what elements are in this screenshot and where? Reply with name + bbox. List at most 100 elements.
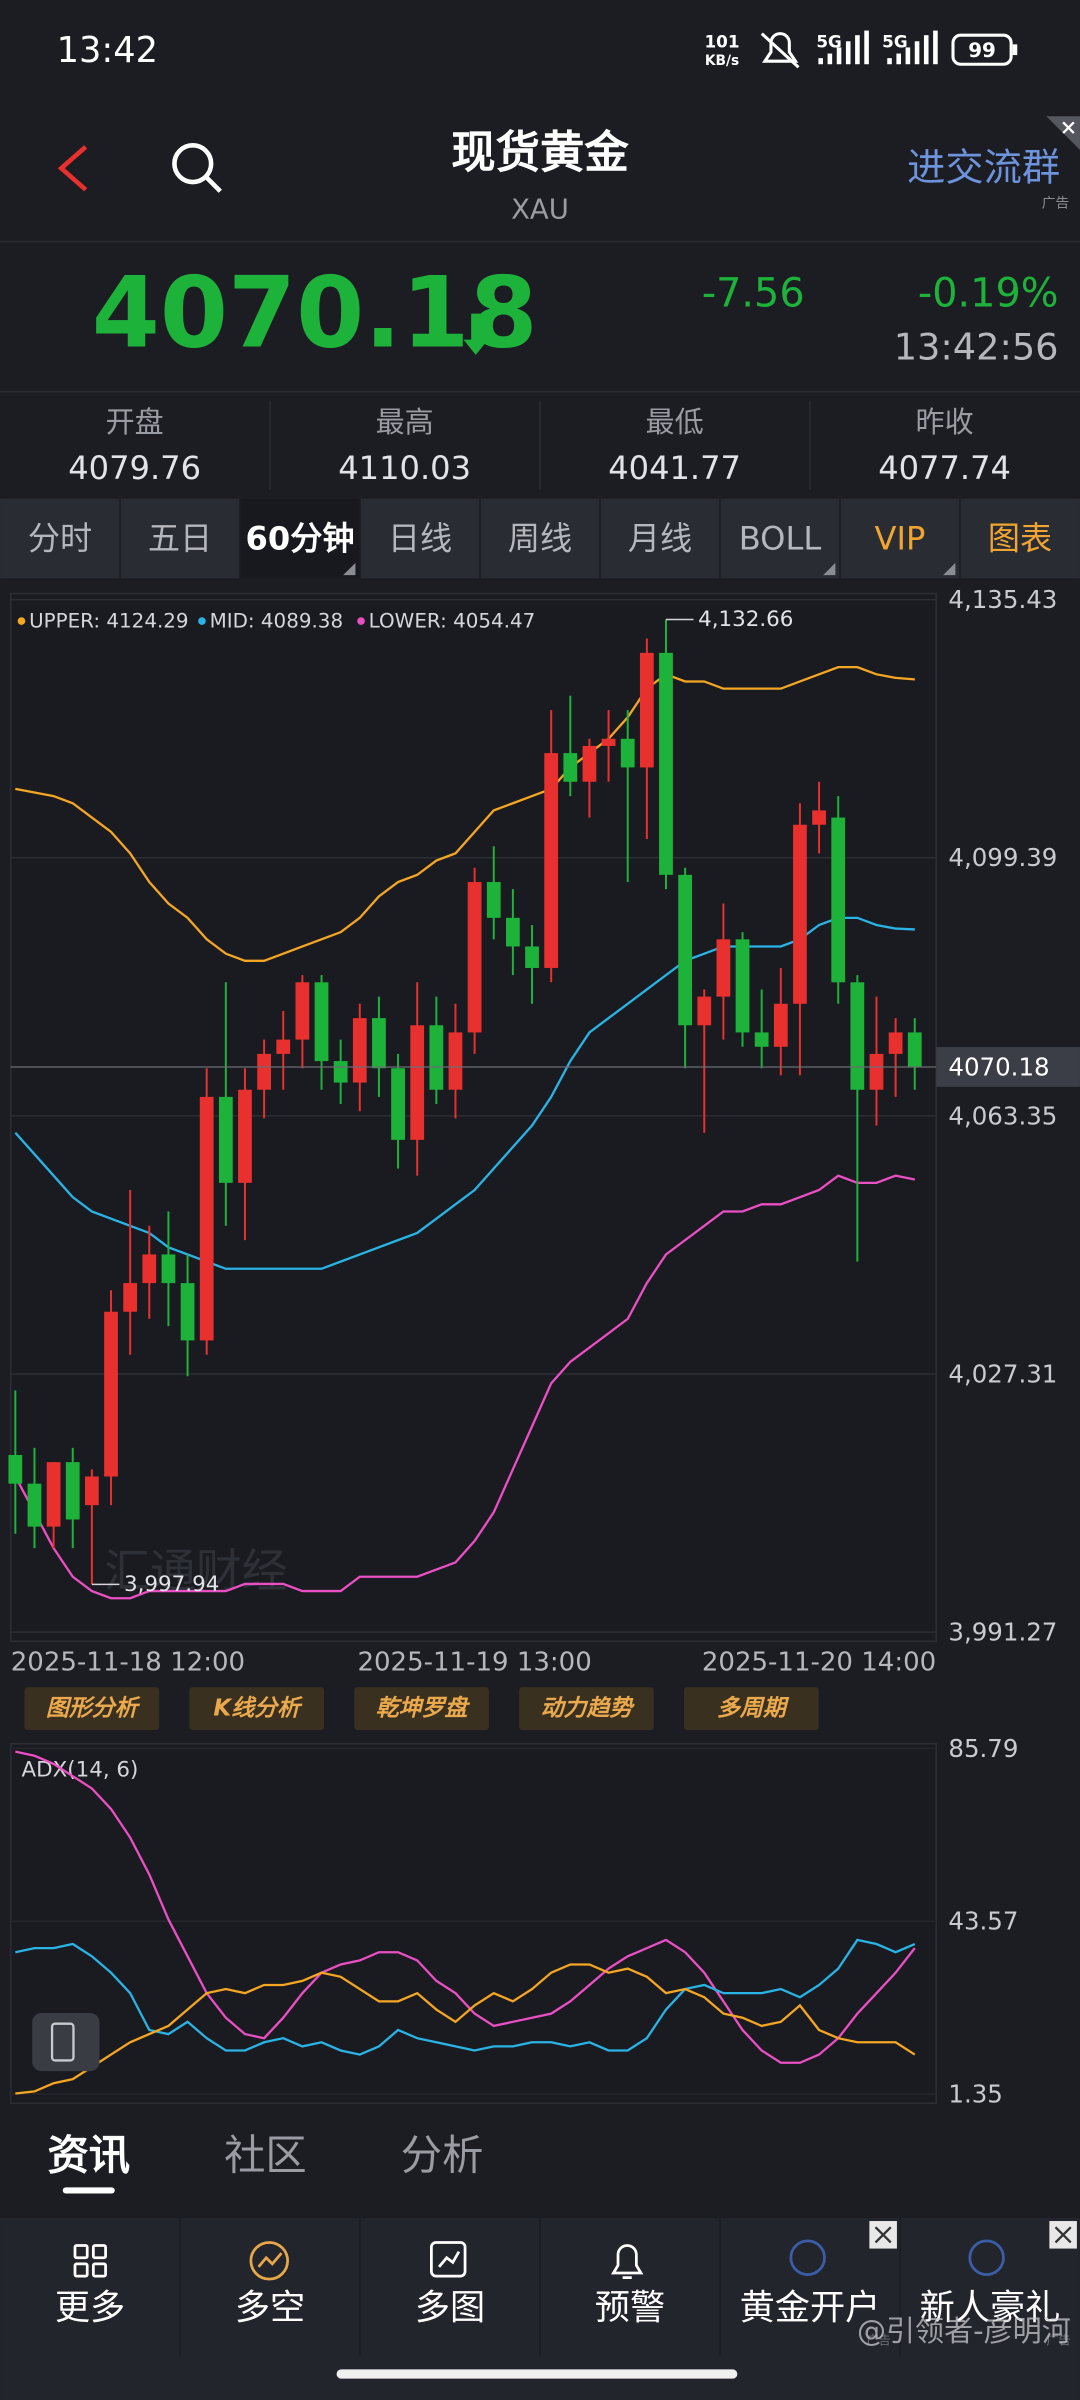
tool-button-bg (24, 1687, 160, 1731)
y-tick-label: 4,027.31 (948, 1359, 1057, 1388)
plot-area (9, 592, 937, 1643)
ad-tag: 广告 (1042, 195, 1070, 211)
indicator-line (15, 1750, 916, 2064)
candle-body (410, 1025, 425, 1140)
legend-text: UPPER: 4124.29 (29, 610, 188, 633)
candle-body (27, 1483, 42, 1527)
quote-time: 13:42:56 (894, 326, 1059, 369)
promo-link[interactable]: 进交流群 (907, 146, 1060, 190)
last-price-tag (936, 1047, 1080, 1087)
tool-button[interactable]: 图形分析 (46, 1696, 141, 1722)
indicator-line (15, 1938, 916, 2056)
status-time: 13:42 (57, 30, 158, 71)
y-tick-label: 43.57 (948, 1907, 1018, 1936)
stat-label: 昨收 (916, 405, 974, 439)
tool-button[interactable]: 多周期 (717, 1696, 790, 1722)
nav-item[interactable]: 黄金开户 (740, 2288, 881, 2329)
candle-body (812, 810, 826, 825)
dropdown-mark (823, 562, 836, 576)
network-type: 5G (882, 31, 908, 51)
candle-body (659, 652, 673, 875)
candle-body (8, 1455, 23, 1484)
candle-body (639, 652, 654, 768)
candle-body (563, 753, 578, 782)
period-tab[interactable]: 分时 (28, 519, 92, 557)
content-tab[interactable]: 资讯 (47, 2131, 130, 2179)
battery-tip (1012, 44, 1018, 56)
content-tab[interactable]: 社区 (224, 2131, 307, 2179)
y-tick-label: 3,991.27 (948, 1618, 1057, 1647)
rotate-icon (50, 2022, 75, 2062)
candle-body (486, 882, 501, 918)
content-tab[interactable]: 分析 (401, 2131, 484, 2179)
candle-body (180, 1283, 195, 1341)
y-tick-label: 4,063.35 (948, 1101, 1057, 1130)
adx-title: ADX(14, 6) (21, 1757, 138, 1782)
net-speed: 101 (704, 31, 739, 51)
candle-body (716, 939, 731, 997)
indicator-line (15, 1963, 916, 2095)
down-arrow (463, 313, 488, 355)
stat-label: 最高 (376, 405, 434, 439)
candle-body (314, 982, 329, 1062)
candle-body (238, 1089, 252, 1183)
nav-item[interactable]: 新人豪礼 (920, 2288, 1061, 2329)
candle-body (65, 1462, 80, 1520)
nav-item[interactable]: 预警 (595, 2288, 665, 2329)
candle-body (429, 1025, 444, 1090)
ad-tag: 广告 (1046, 2333, 1070, 2347)
candle-body (84, 1476, 99, 1506)
tab-active-bg (240, 498, 361, 579)
watermark: @引领者-彦明河 (857, 2314, 1071, 2348)
candle-body (544, 753, 559, 968)
ad-close-x (874, 2226, 892, 2244)
tool-button[interactable]: K线分析 (213, 1696, 303, 1722)
candle-body (352, 1018, 367, 1083)
candle-body (831, 817, 846, 983)
candle-body (582, 745, 597, 782)
period-tab[interactable]: 五日 (148, 519, 212, 557)
period-tab[interactable]: 日线 (388, 519, 452, 557)
network-type: 5G (816, 31, 842, 51)
rotate-button[interactable] (32, 2013, 100, 2072)
net-speed-unit: KB/s (705, 53, 739, 69)
legend-dot (198, 617, 206, 625)
period-tab[interactable]: 周线 (508, 519, 572, 557)
annotation-label: 3,997.94 (124, 1572, 219, 1597)
candle-body (467, 882, 482, 1033)
nav-item[interactable]: 多图 (415, 2288, 485, 2329)
legend-text: LOWER: 4054.47 (369, 610, 536, 633)
candle-body (104, 1311, 118, 1477)
period-tab[interactable]: 图表 (988, 519, 1052, 557)
candle-body (218, 1096, 233, 1183)
candle-body (276, 1039, 291, 1054)
chart-watermark: 汇通财经 (104, 1544, 288, 1598)
stat-value: 4079.76 (68, 449, 201, 487)
period-tab[interactable]: BOLL (739, 519, 822, 557)
candle-body (123, 1283, 138, 1312)
candle-body (735, 939, 750, 1033)
candle-body (773, 1003, 788, 1047)
tool-button[interactable]: 乾坤罗盘 (376, 1696, 471, 1722)
header-title: 现货黄金 (451, 127, 629, 178)
y-tick-label: 4,099.39 (948, 843, 1057, 872)
x-tick-label: 2025-11-20 14:00 (702, 1648, 936, 1678)
legend-dot (357, 617, 365, 625)
dropdown-mark (943, 562, 956, 576)
stat-label: 开盘 (106, 405, 164, 439)
back-button[interactable] (57, 145, 88, 192)
last-price: 4070.18 (92, 257, 538, 371)
search-button[interactable] (172, 143, 222, 193)
tool-button[interactable]: 动力趋势 (541, 1696, 636, 1722)
ad-close-x (1054, 2226, 1072, 2244)
period-tab[interactable]: VIP (875, 519, 926, 557)
stat-label: 最低 (646, 405, 704, 439)
nav-item[interactable]: 多空 (235, 2288, 305, 2329)
period-tab[interactable]: 60分钟 (246, 519, 355, 557)
x-tick-label: 2025-11-18 12:00 (11, 1648, 245, 1678)
candle-body (199, 1096, 214, 1341)
nav-item[interactable]: 更多 (55, 2288, 125, 2329)
candle-body (391, 1068, 405, 1140)
period-tab[interactable]: 月线 (628, 519, 692, 557)
